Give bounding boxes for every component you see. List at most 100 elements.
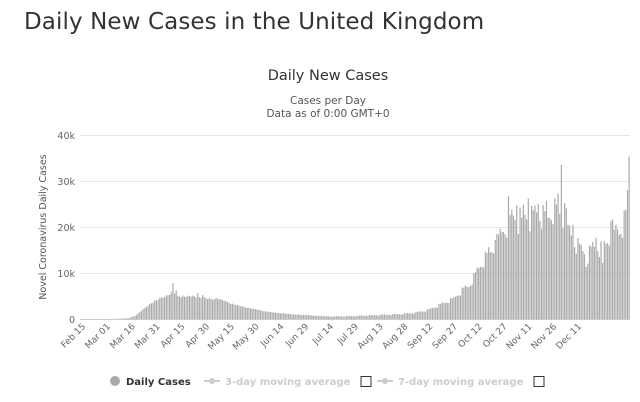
bar <box>187 295 189 319</box>
bar <box>521 217 523 319</box>
bar <box>572 224 574 319</box>
bar <box>590 246 592 319</box>
bar <box>554 198 556 319</box>
bar <box>569 225 571 319</box>
x-tick-label: Oct 12 <box>457 322 485 350</box>
bar <box>345 315 348 319</box>
bar <box>464 285 467 319</box>
legend-marker-3-day <box>209 378 215 384</box>
bar <box>322 316 324 319</box>
bar <box>132 316 134 319</box>
bar <box>504 234 506 319</box>
x-tick-label: Mar 31 <box>133 322 162 351</box>
bar <box>261 310 263 319</box>
bar <box>405 313 407 319</box>
x-tick-label: Sep 27 <box>431 322 460 351</box>
bar <box>317 315 319 319</box>
bar <box>491 252 493 319</box>
bar <box>220 298 222 319</box>
bar <box>473 273 475 319</box>
bar <box>479 266 481 319</box>
bar <box>210 299 212 319</box>
bar <box>259 310 262 319</box>
bar <box>539 220 541 319</box>
x-tick-label: Jun 29 <box>283 322 311 350</box>
bar <box>380 314 382 319</box>
bar <box>378 315 381 319</box>
bar <box>413 313 415 319</box>
bar <box>340 316 343 319</box>
legend-checkbox-3-day[interactable] <box>360 376 372 387</box>
bar <box>164 297 166 319</box>
bar <box>321 316 323 319</box>
bar <box>342 316 344 319</box>
legend-item-7-day-average[interactable]: 7-day moving average <box>377 376 545 389</box>
bar <box>608 245 610 319</box>
bar <box>542 205 544 319</box>
bar <box>527 198 529 319</box>
bar <box>534 205 536 319</box>
bar <box>258 309 260 319</box>
bar <box>286 313 288 319</box>
bar <box>468 286 470 319</box>
bar <box>221 300 224 319</box>
bar <box>160 297 162 319</box>
bar <box>352 316 354 319</box>
bar <box>430 308 432 319</box>
bar <box>195 297 197 319</box>
bar <box>226 301 229 319</box>
x-tick-label: Nov 11 <box>505 322 535 352</box>
bar <box>559 213 561 319</box>
x-tick-label: Sep 12 <box>406 322 435 351</box>
bar <box>583 254 586 319</box>
legend-item-daily-cases[interactable]: Daily Cases <box>110 376 191 388</box>
bar <box>415 311 417 319</box>
bar <box>483 267 485 319</box>
bar <box>486 252 488 319</box>
bar <box>154 300 156 319</box>
legend-checkbox-7-day[interactable] <box>533 376 545 387</box>
bar <box>459 295 462 319</box>
bar <box>577 238 579 319</box>
bar <box>182 295 184 319</box>
bar <box>514 220 516 319</box>
x-tick-label: Jul 14 <box>310 322 336 348</box>
bar <box>393 314 396 319</box>
bar <box>605 243 607 319</box>
x-tick-label: Apr 15 <box>159 322 187 350</box>
bar <box>562 228 564 319</box>
bar <box>197 293 199 319</box>
bar <box>421 311 424 319</box>
bar <box>488 247 490 319</box>
bar <box>445 302 447 319</box>
bar <box>223 301 225 319</box>
bar <box>238 305 240 319</box>
bar <box>248 307 250 319</box>
bar <box>139 312 141 319</box>
bar <box>440 303 442 319</box>
bar <box>565 208 567 319</box>
bar <box>595 237 597 319</box>
bar <box>360 315 362 319</box>
bar <box>478 268 480 319</box>
bar <box>137 313 139 319</box>
bar <box>365 315 367 319</box>
bar <box>428 309 430 319</box>
bar <box>254 309 257 319</box>
bar <box>407 313 409 319</box>
bar <box>167 295 169 319</box>
x-tick-label: Mar 16 <box>109 322 138 351</box>
bar <box>524 214 526 319</box>
bar <box>496 233 498 319</box>
bar <box>319 315 321 319</box>
x-tick-label: May 15 <box>207 322 237 352</box>
bar <box>506 237 508 319</box>
x-tick-label: Mar 01 <box>84 322 113 351</box>
bar <box>144 307 146 319</box>
bar <box>400 314 402 319</box>
bar <box>235 305 237 319</box>
legend-item-3-day-average[interactable]: 3-day moving average <box>204 376 372 389</box>
bar <box>326 316 328 319</box>
bar <box>537 204 539 319</box>
